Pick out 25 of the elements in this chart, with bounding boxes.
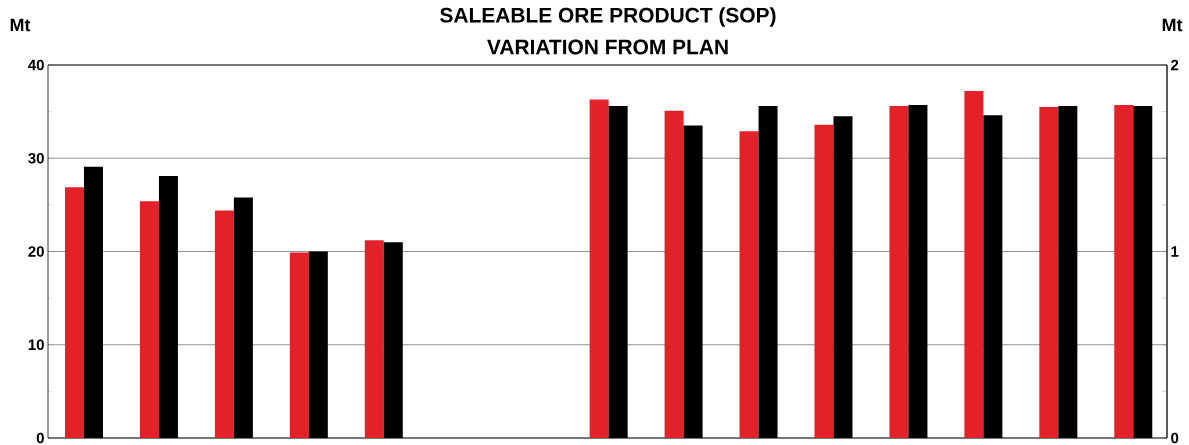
y-tick-label: 0 (36, 432, 44, 444)
bar (64, 187, 84, 438)
bar (739, 131, 759, 438)
y-axis-title: Mt (10, 18, 31, 32)
bar (289, 252, 309, 438)
bar (1039, 106, 1059, 438)
y2-tick-label: 0 (1171, 432, 1179, 444)
bar (964, 91, 984, 438)
bar (139, 201, 159, 438)
bar (214, 210, 234, 438)
y2-tick-label: 2 (1171, 59, 1179, 71)
bar (814, 124, 834, 438)
y-tick-label: 30 (28, 152, 44, 164)
y-tick-label: 40 (28, 59, 44, 71)
y2-axis-title: Mt (1162, 18, 1183, 32)
bar (364, 240, 384, 438)
bar (1114, 105, 1134, 438)
y-tick-label: 20 (28, 246, 44, 257)
y-tick-label: 10 (28, 339, 44, 351)
bar (664, 110, 684, 438)
bar (589, 99, 609, 438)
chart-title: SALEABLE ORE PRODUCT (SOP) (440, 7, 776, 27)
bar (889, 106, 909, 438)
chart-subtitle: VARIATION FROM PLAN (487, 39, 728, 55)
y2-tick-label: 1 (1171, 246, 1179, 257)
